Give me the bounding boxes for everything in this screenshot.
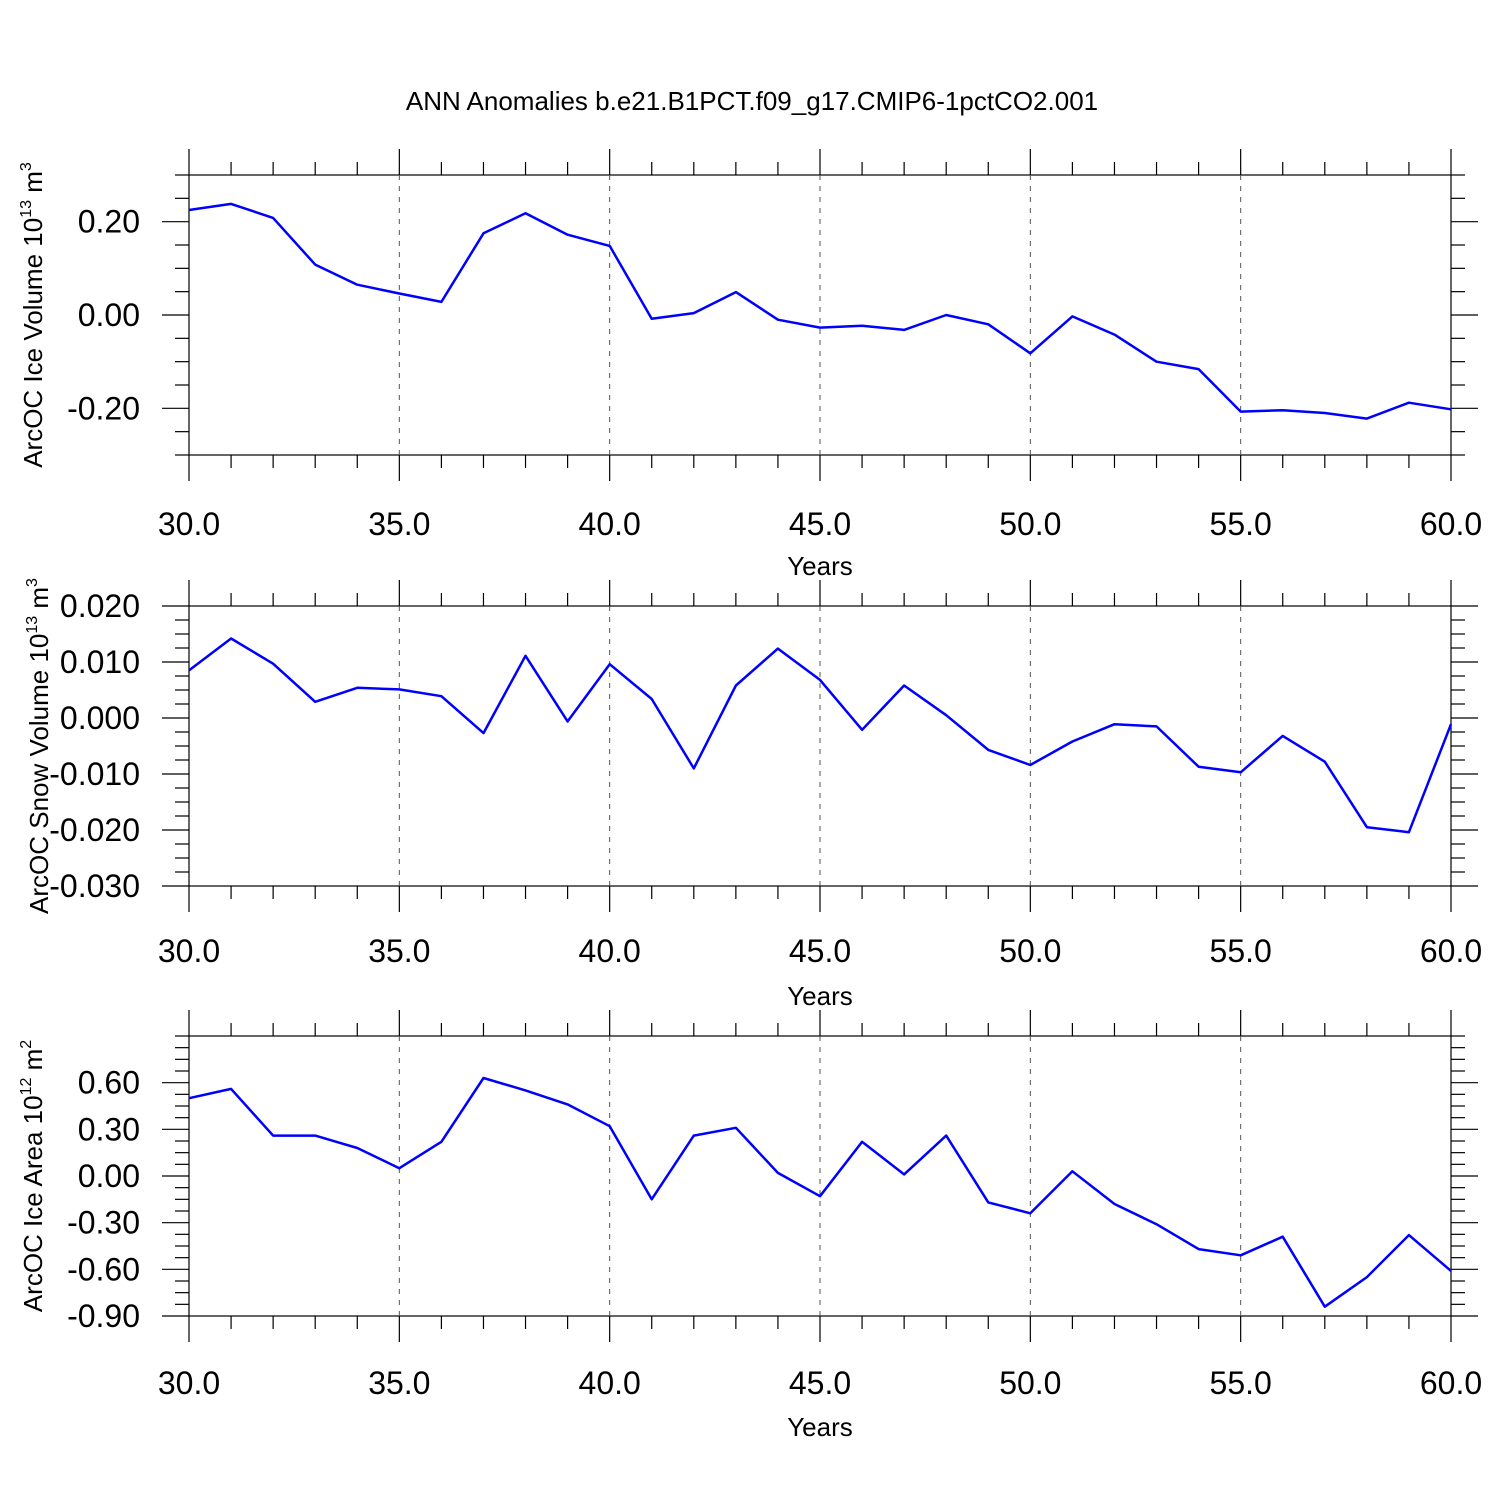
x-tick-label: 55.0 xyxy=(1210,506,1272,542)
x-axis-title: Years xyxy=(787,1412,853,1442)
y-tick-label: 0.020 xyxy=(60,588,140,624)
y-tick-label: -0.20 xyxy=(67,390,140,426)
y-axis-title-exponent: 12 xyxy=(18,1078,35,1096)
x-tick-label: 50.0 xyxy=(999,506,1061,542)
y-axis-title-text: ArcOC Ice Area 10 xyxy=(18,1095,48,1312)
x-tick-label: 60.0 xyxy=(1420,506,1482,542)
data-line-series-1 xyxy=(188,637,1453,834)
y-axis-title-text: ArcOC Snow Volume 10 xyxy=(24,634,54,914)
y-tick-label: -0.90 xyxy=(67,1298,140,1334)
panel-3: 30.0 35.0 40.0 45.0 50.0 55.0 60.0 Years 0.60 0.3… xyxy=(18,1010,1482,1442)
x-axis-title: Years xyxy=(787,551,853,581)
y-tick-label: 0.010 xyxy=(60,644,140,680)
y-tick-label: 0.20 xyxy=(78,204,140,240)
x-tick-label: 55.0 xyxy=(1210,1365,1272,1401)
panels: 30.0 35.0 40.0 45.0 50.0 55.0 60.0 Years 0.20 0.0… xyxy=(18,149,1482,1442)
x-tick-label: 40.0 xyxy=(579,933,641,969)
y-axis-title-unit: m xyxy=(18,1049,48,1078)
y-axis-title: ArcOC Ice Volume 1013 m3 xyxy=(18,162,48,468)
y-axis-title: ArcOC Snow Volume 1013 m3 xyxy=(24,578,54,914)
y-axis-title-text: ArcOC Ice Volume 10 xyxy=(18,218,48,468)
y-tick-label: -0.010 xyxy=(49,756,140,792)
y-axis-title-unit-exponent: 3 xyxy=(18,162,35,171)
x-tick-label: 30.0 xyxy=(158,506,220,542)
x-tick-label: 45.0 xyxy=(789,506,851,542)
x-tick-label: 50.0 xyxy=(999,1365,1061,1401)
y-axis-title-unit-exponent: 2 xyxy=(18,1040,35,1049)
panel-2: 30.0 35.0 40.0 45.0 50.0 55.0 60.0 Years 0.020 0.… xyxy=(24,578,1482,1011)
y-tick-label: 0.000 xyxy=(60,700,140,736)
x-tick-label: 35.0 xyxy=(368,506,430,542)
x-tick-label: 55.0 xyxy=(1210,933,1272,969)
figure-title: ANN Anomalies b.e21.B1PCT.f09_g17.CMIP6-… xyxy=(406,86,1098,116)
x-axis-title: Years xyxy=(787,981,853,1011)
y-tick-label: -0.30 xyxy=(67,1205,140,1241)
x-tick-label: 50.0 xyxy=(999,933,1061,969)
x-tick-label: 40.0 xyxy=(579,1365,641,1401)
y-tick-label: 0.00 xyxy=(78,297,140,333)
x-tick-label: 35.0 xyxy=(368,1365,430,1401)
x-tick-label: 60.0 xyxy=(1420,933,1482,969)
x-tick-label: 45.0 xyxy=(789,933,851,969)
x-tick-label: 40.0 xyxy=(579,506,641,542)
x-tick-label: 30.0 xyxy=(158,933,220,969)
y-tick-label: 0.30 xyxy=(78,1111,140,1147)
y-axis-title: ArcOC Ice Area 1012 m2 xyxy=(18,1040,48,1312)
y-axis-title-unit-exponent: 3 xyxy=(24,578,41,587)
y-axis-title-exponent: 13 xyxy=(18,200,35,218)
y-tick-label: 0.00 xyxy=(78,1158,140,1194)
y-tick-label: -0.020 xyxy=(49,812,140,848)
x-tick-label: 60.0 xyxy=(1420,1365,1482,1401)
y-axis-title-exponent: 13 xyxy=(24,616,41,634)
panel-1: 30.0 35.0 40.0 45.0 50.0 55.0 60.0 Years 0.20 0.0… xyxy=(18,149,1482,581)
y-tick-label: 0.60 xyxy=(78,1065,140,1101)
x-tick-label: 35.0 xyxy=(368,933,430,969)
data-line-series-1 xyxy=(188,1076,1452,1308)
y-axis-title-unit: m xyxy=(24,587,54,616)
x-tick-label: 30.0 xyxy=(158,1365,220,1401)
y-tick-label: -0.030 xyxy=(49,868,140,904)
y-tick-label: -0.60 xyxy=(67,1251,140,1287)
x-tick-label: 45.0 xyxy=(789,1365,851,1401)
y-axis-title-unit: m xyxy=(18,171,48,200)
